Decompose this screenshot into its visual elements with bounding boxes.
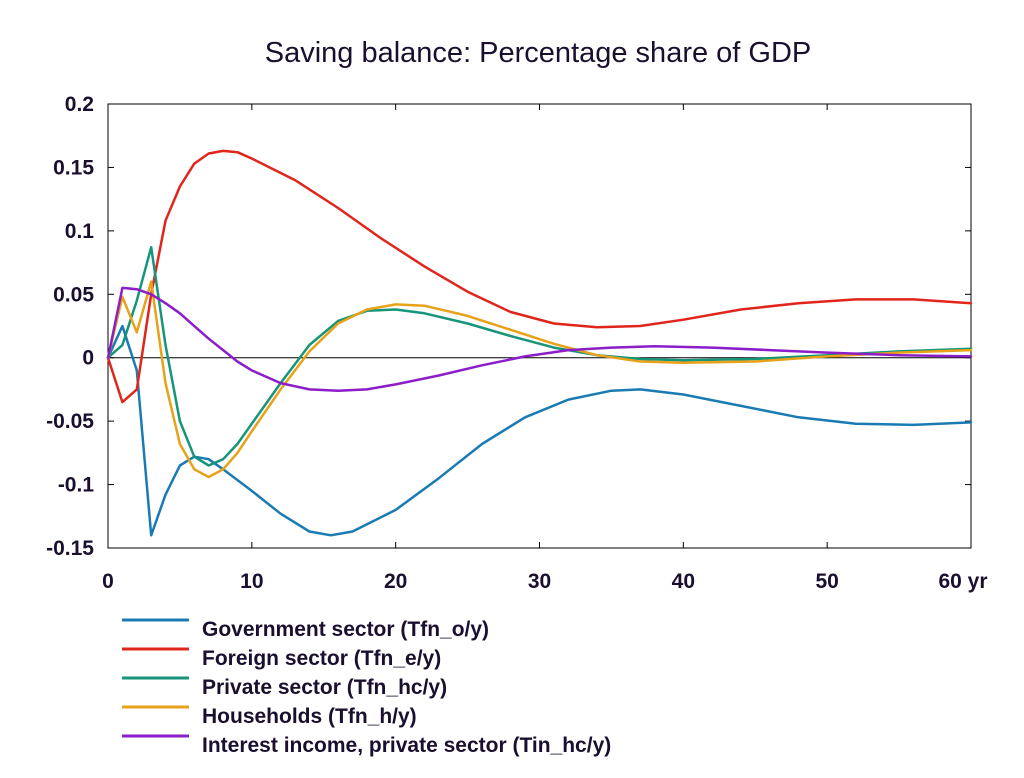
series-line-1: [106, 324, 973, 537]
series-line-4: [106, 280, 973, 479]
x-tick-label: 60 yr: [938, 570, 987, 593]
legend: Government sector (Tfn_o/y) Foreign secto…: [122, 618, 611, 757]
series-line-2: [106, 149, 973, 404]
x-tick-label: 30: [528, 570, 551, 593]
y-tick-label: 0: [82, 347, 94, 370]
legend-label: Private sector (Tfn_hc/y): [202, 676, 447, 699]
series-line-3: [106, 246, 973, 467]
series-lines: [106, 149, 973, 537]
legend-label: Households (Tfn_h/y): [202, 705, 417, 728]
y-tick-label: 0.15: [53, 156, 94, 179]
x-tick-label: 10: [240, 570, 263, 593]
y-tick-label: -0.05: [46, 410, 94, 433]
y-tick-label: 0.05: [53, 283, 94, 306]
series-line-5: [106, 286, 973, 392]
x-tick-label: 50: [815, 570, 838, 593]
x-tick-label: 20: [384, 570, 407, 593]
y-tick-label: 0.2: [65, 93, 94, 116]
x-tick-label: 0: [102, 570, 114, 593]
chart-title: Saving balance: Percentage share of GDP: [265, 37, 812, 69]
legend-label: Interest income, private sector (Tin_hc/…: [202, 734, 611, 757]
x-tick-label: 40: [672, 570, 695, 593]
y-tick-label: 0.1: [65, 220, 95, 243]
axes: -0.15 -0.1 -0.05 0 0.05 0.1 0.15 0.2 0 10 20 30 40 50…: [46, 93, 987, 593]
legend-label: Government sector (Tfn_o/y): [202, 618, 489, 641]
legend-label: Foreign sector (Tfn_e/y): [202, 647, 441, 670]
y-tick-label: -0.15: [46, 537, 94, 560]
y-tick-label: -0.1: [58, 474, 95, 497]
